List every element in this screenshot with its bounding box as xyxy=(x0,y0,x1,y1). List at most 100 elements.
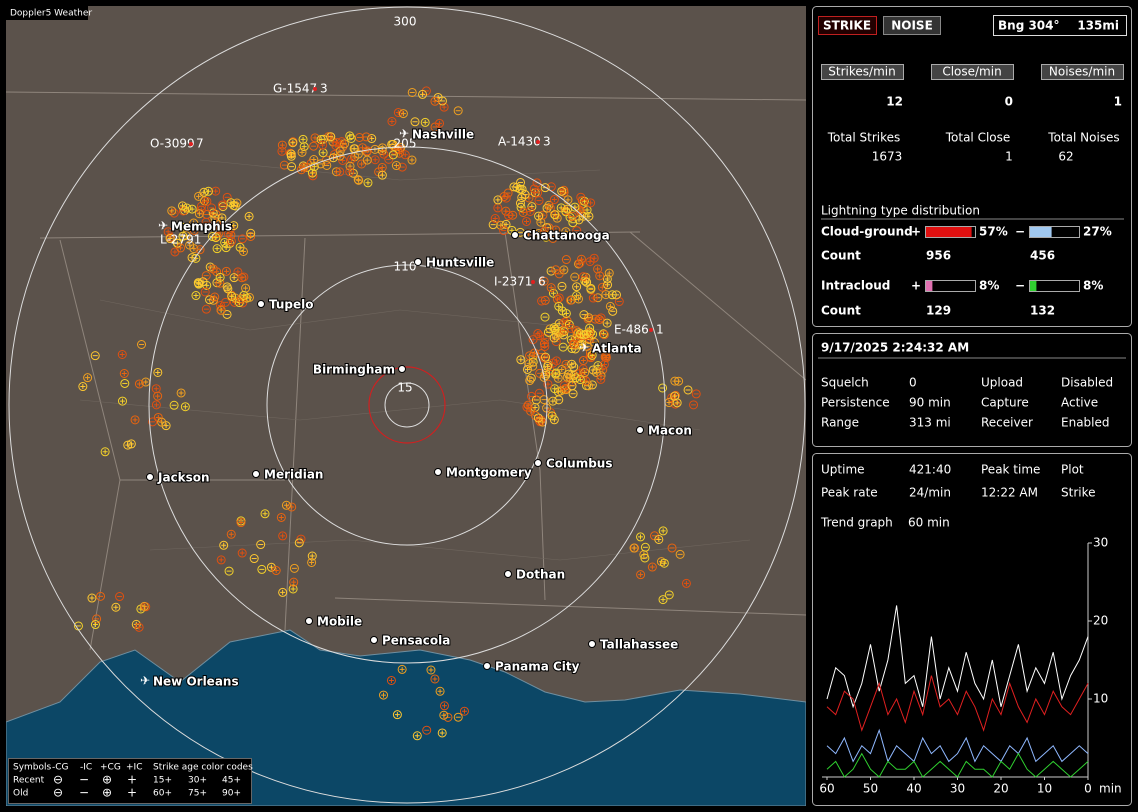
strike-ring xyxy=(328,153,338,163)
noise-button[interactable] xyxy=(883,16,941,35)
strike-symbol xyxy=(176,388,186,398)
strike-ring xyxy=(181,231,191,241)
strike-ring xyxy=(134,622,144,632)
strike-sign xyxy=(536,230,542,236)
summary-box xyxy=(812,6,1132,327)
strike-ring xyxy=(96,591,106,601)
strike-ring xyxy=(578,356,588,366)
strike-symbol xyxy=(439,710,449,720)
strike-sign xyxy=(214,269,220,275)
strike-symbol xyxy=(294,538,304,548)
strike-ring xyxy=(387,139,397,149)
count-value: 132 xyxy=(1030,304,1055,318)
strike-ring xyxy=(353,175,363,185)
strike-sign xyxy=(672,393,678,399)
strike-sign xyxy=(279,148,285,154)
strike-sign xyxy=(571,341,577,347)
strike-ring xyxy=(437,728,447,738)
strike-sign xyxy=(565,197,571,203)
strike-sign xyxy=(523,218,529,224)
total-value: 1673 xyxy=(872,150,903,164)
strike-symbol xyxy=(117,349,127,359)
strike-sign xyxy=(182,404,188,410)
strike-symbol xyxy=(561,255,571,265)
strike-sign xyxy=(218,302,224,308)
strike-sign xyxy=(638,534,644,540)
strike-ring xyxy=(237,548,247,558)
trend-line xyxy=(826,605,1089,709)
strike-symbol xyxy=(520,190,530,200)
strike-ring xyxy=(552,331,562,341)
strike-ring xyxy=(435,686,445,696)
stat-label: Uptime xyxy=(821,463,865,477)
strike-ring xyxy=(521,216,531,226)
strike-symbol xyxy=(529,184,539,194)
strike-symbol xyxy=(390,142,400,152)
airport-icon: ✈ xyxy=(140,674,150,688)
city-label: Nashville xyxy=(412,128,474,142)
strike-ring xyxy=(535,331,545,341)
strike-ring xyxy=(488,220,498,230)
strike-ring xyxy=(388,150,398,160)
strike-ring xyxy=(459,706,469,716)
strike-ring xyxy=(493,195,503,205)
status-label: Range xyxy=(821,416,859,430)
strike-ring xyxy=(318,140,328,150)
strike-ring xyxy=(546,283,556,293)
strike-symbol xyxy=(647,562,657,572)
strike-ring xyxy=(393,144,403,154)
strike-symbol xyxy=(201,304,211,314)
strike-ring xyxy=(226,236,236,246)
airport-icon: ✈ xyxy=(158,219,168,233)
strike-symbol xyxy=(559,325,569,335)
strike-ring xyxy=(390,142,400,152)
mode-button[interactable]: STRIKE xyxy=(823,19,871,33)
strike-symbol xyxy=(599,359,609,369)
tag-marker xyxy=(536,140,540,144)
strike-ring xyxy=(430,96,440,106)
strike-ring xyxy=(266,562,276,572)
total-value: 1 xyxy=(1005,150,1013,164)
strike-ring xyxy=(599,359,609,369)
strike-symbol xyxy=(548,396,558,406)
city-dot xyxy=(511,231,519,239)
strike-symbol xyxy=(598,345,608,355)
strike-symbol xyxy=(602,318,612,328)
city-dot xyxy=(414,258,422,266)
strike-sign xyxy=(542,344,548,350)
strike-ring xyxy=(289,577,299,587)
strike-symbol xyxy=(287,162,297,172)
strike-symbol xyxy=(222,309,232,319)
mode-button[interactable]: NOISE xyxy=(891,19,933,33)
strike-sign xyxy=(279,142,285,148)
stat-label: Peak rate xyxy=(821,486,878,500)
strike-ring xyxy=(528,361,538,371)
strike-ring xyxy=(551,368,561,378)
strike-symbol xyxy=(552,356,562,366)
strike-ring xyxy=(220,237,230,247)
strike-button[interactable] xyxy=(818,16,877,35)
strike-symbol xyxy=(335,167,345,177)
legend-header: Strike age color codes xyxy=(153,763,253,773)
strike-sign xyxy=(576,296,582,302)
strike-ring xyxy=(599,330,609,340)
strike-symbol xyxy=(521,216,531,226)
strike-symbol xyxy=(594,315,604,325)
strike-sign xyxy=(563,310,569,316)
strike-sign xyxy=(545,381,551,387)
strike-sign xyxy=(556,295,562,301)
strike-symbol xyxy=(490,214,500,224)
bar-track xyxy=(1029,226,1080,238)
strike-ring xyxy=(207,203,217,213)
strike-sign xyxy=(280,533,286,539)
strike-symbol xyxy=(173,238,183,248)
strike-ring xyxy=(543,361,553,371)
city-dot xyxy=(252,470,260,478)
strike-symbol xyxy=(576,192,586,202)
strike-sign xyxy=(310,173,316,179)
strike-symbol xyxy=(629,543,639,553)
strike-sign xyxy=(320,150,326,156)
strike-ring xyxy=(384,154,394,164)
strike-symbol xyxy=(281,500,291,510)
strike-symbol xyxy=(316,159,326,169)
